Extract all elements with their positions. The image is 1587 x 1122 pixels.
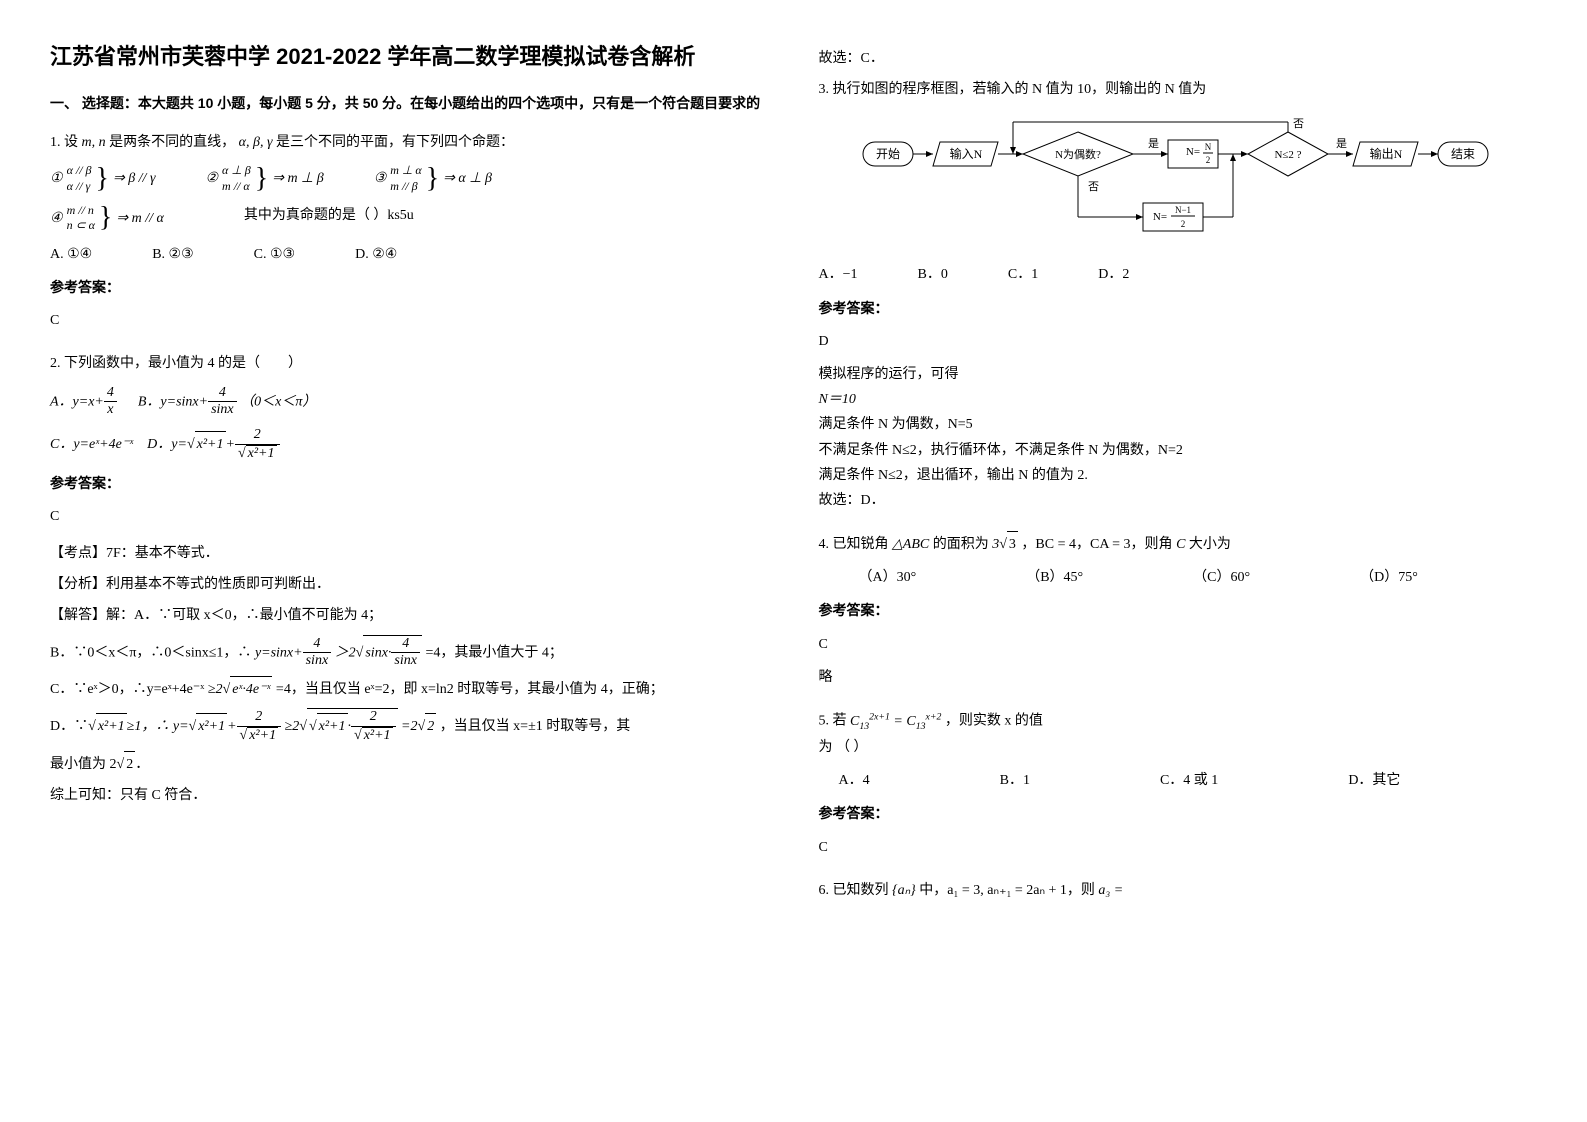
q4-option-b: （B）45° bbox=[1026, 565, 1083, 590]
q4-lue: 略 bbox=[819, 665, 1538, 690]
question-6: 6. 已知数列 {aₙ} 中，a₁ = 3, aₙ₊₁ = 2aₙ + 1，则 … bbox=[819, 878, 1538, 903]
q5-answer: C bbox=[819, 835, 1538, 860]
q4-option-c: （C）60° bbox=[1193, 565, 1250, 590]
q2-line-d-final: 最小值为 2√2． bbox=[50, 751, 769, 777]
q1-option-c: C. ①③ bbox=[254, 242, 295, 267]
flowchart: 开始 输入N N为偶数? 是 N= N 2 N≤2 ? bbox=[819, 117, 1538, 247]
q3-option-a: A．−1 bbox=[819, 262, 858, 287]
doc-title: 江苏省常州市芙蓉中学 2021-2022 学年高二数学理模拟试卷含解析 bbox=[50, 40, 769, 73]
svg-text:结束: 结束 bbox=[1451, 147, 1475, 161]
svg-text:N−1: N−1 bbox=[1175, 205, 1191, 215]
svg-text:输出N: 输出N bbox=[1369, 146, 1402, 161]
svg-text:2: 2 bbox=[1206, 155, 1211, 165]
q4-answer: C bbox=[819, 632, 1538, 657]
q2-answer: C bbox=[50, 504, 769, 529]
q1-middle-text: 其中为真命题的是（ ）ks5u bbox=[244, 203, 414, 234]
svg-text:N为偶数?: N为偶数? bbox=[1055, 148, 1101, 161]
question-1: 1. 设 m, n 是两条不同的直线， α, β, γ 是三个不同的平面，有下列… bbox=[50, 130, 769, 333]
q1-option-d: D. ②④ bbox=[355, 242, 397, 267]
q3-line2: N＝10 bbox=[819, 387, 1538, 412]
svg-text:N=: N= bbox=[1186, 146, 1200, 158]
q1-stem-post: 是三个不同的平面，有下列四个命题： bbox=[276, 135, 514, 150]
q4-option-d: （D）75° bbox=[1360, 565, 1418, 590]
q1-option-a: A. ①④ bbox=[50, 242, 92, 267]
section-header: 一、 选择题：本大题共 10 小题，每小题 5 分，共 50 分。在每小题给出的… bbox=[50, 91, 769, 116]
svg-text:开始: 开始 bbox=[876, 147, 900, 161]
q3-answer-label: 参考答案： bbox=[819, 296, 1538, 321]
q3-option-d: D．2 bbox=[1098, 262, 1129, 287]
q1-abg: α, β, γ bbox=[239, 135, 273, 150]
q2-fenxi: 【分析】利用基本不等式的性质即可判断出． bbox=[50, 572, 769, 597]
q5-option-b: B．1 bbox=[1000, 768, 1030, 793]
q2-summary: 综上可知：只有 C 符合． bbox=[50, 783, 769, 808]
q2-guxuan: 故选：C． bbox=[819, 46, 1538, 71]
question-2: 2. 下列函数中，最小值为 4 的是（ ） A．y=x+4x B．y=sinx+… bbox=[50, 351, 769, 808]
q2-jieda: 【解答】解：A．∵可取 x＜0，∴最小值不可能为 4； bbox=[50, 603, 769, 628]
q3-line6: 故选：D． bbox=[819, 488, 1538, 513]
q3-line4: 不满足条件 N≤2，执行循环体，不满足条件 N 为偶数，N=2 bbox=[819, 438, 1538, 463]
question-5: 5. 若 C132x+1 = C13x+2 ，则实数 x 的值 为 （ ） A．… bbox=[819, 708, 1538, 860]
q3-stem: 3. 执行如图的程序框图，若输入的 N 值为 10，则输出的 N 值为 bbox=[819, 77, 1538, 102]
q5-option-a: A．4 bbox=[839, 768, 870, 793]
q5-answer-label: 参考答案： bbox=[819, 801, 1538, 826]
svg-text:是: 是 bbox=[1148, 137, 1159, 150]
question-4: 4. 已知锐角 △ABC 的面积为 3√3 ，BC = 4，CA = 3，则角 … bbox=[819, 531, 1538, 690]
q2-line-c: C．∵eˣ＞0，∴y=eˣ+4e⁻ˣ ≥2√eˣ·4e⁻ˣ =4，当且仅当 eˣ… bbox=[50, 676, 769, 702]
q1-stem-pre: 1. 设 bbox=[50, 135, 78, 150]
svg-text:否: 否 bbox=[1088, 181, 1099, 193]
svg-text:N≤2 ?: N≤2 ? bbox=[1274, 149, 1301, 161]
q1-formula-3: ③ m ⊥ α m // β } ⇒ α ⊥ β bbox=[374, 163, 492, 194]
q3-option-b: B．0 bbox=[918, 262, 948, 287]
q4-answer-label: 参考答案： bbox=[819, 598, 1538, 623]
q1-formula-1: ① α // β α // γ } ⇒ β // γ bbox=[50, 163, 155, 194]
svg-text:N=: N= bbox=[1153, 211, 1167, 223]
q3-line3: 满足条件 N 为偶数，N=5 bbox=[819, 412, 1538, 437]
q4-option-a: （A）30° bbox=[859, 565, 917, 590]
q1-answer: C bbox=[50, 308, 769, 333]
q3-option-c: C．1 bbox=[1008, 262, 1038, 287]
q2-line-d: D．∵√x²+1≥1，∴ y=√x²+1+2√x²+1 ≥2√√x²+1·2√x… bbox=[50, 708, 769, 745]
q2-kaodian: 【考点】7F：基本不等式． bbox=[50, 541, 769, 566]
q2-line-b: B．∵0＜x＜π，∴0＜sinx≤1，∴ y=sinx+4sinx ＞2√sin… bbox=[50, 635, 769, 671]
question-3: 3. 执行如图的程序框图，若输入的 N 值为 10，则输出的 N 值为 开始 输… bbox=[819, 77, 1538, 513]
svg-text:2: 2 bbox=[1181, 219, 1186, 229]
q1-stem-mid: 是两条不同的直线， bbox=[109, 135, 235, 150]
q5-option-c: C．4 或 1 bbox=[1160, 768, 1218, 793]
q5-option-d: D．其它 bbox=[1348, 768, 1400, 793]
q3-line5: 满足条件 N≤2，退出循环，输出 N 的值为 2. bbox=[819, 463, 1538, 488]
q1-option-b: B. ②③ bbox=[152, 242, 193, 267]
q1-formula-4: ④ m // n n ⊂ α } ⇒ m // α bbox=[50, 203, 164, 234]
q1-mn: m, n bbox=[82, 135, 106, 150]
q1-formula-2: ② α ⊥ β m // α } ⇒ m ⊥ β bbox=[205, 163, 323, 194]
q3-line1: 模拟程序的运行，可得 bbox=[819, 362, 1538, 387]
q3-answer: D bbox=[819, 329, 1538, 354]
svg-text:否: 否 bbox=[1293, 118, 1304, 130]
svg-text:是: 是 bbox=[1336, 137, 1347, 150]
svg-text:N: N bbox=[1205, 142, 1212, 152]
q2-stem: 2. 下列函数中，最小值为 4 的是（ ） bbox=[50, 351, 769, 376]
svg-text:输入N: 输入N bbox=[949, 146, 982, 161]
q2-answer-label: 参考答案： bbox=[50, 471, 769, 496]
q1-answer-label: 参考答案： bbox=[50, 275, 769, 300]
